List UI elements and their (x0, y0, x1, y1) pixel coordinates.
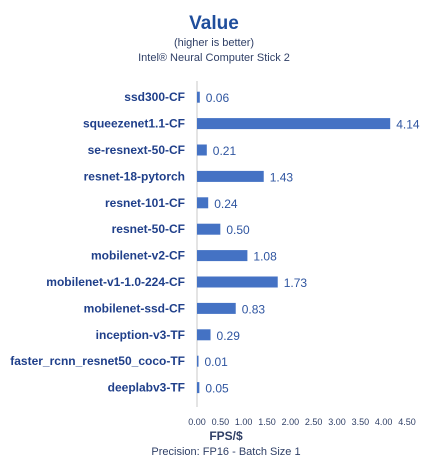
data-label: 0.50 (226, 223, 250, 237)
bar (197, 118, 391, 130)
bar (197, 276, 278, 288)
bar (197, 302, 236, 314)
category-label: mobilenet-v1-1.0-224-CF (46, 275, 185, 289)
chart-subtitle: (higher is better) (174, 37, 254, 49)
data-label: 0.24 (214, 197, 238, 211)
data-label: 1.08 (253, 250, 277, 264)
x-tick-label: 4.00 (375, 417, 393, 427)
x-tick-label: 0.00 (188, 417, 206, 427)
data-label: 0.01 (205, 355, 229, 369)
x-tick-label: 2.00 (282, 417, 300, 427)
chart-title: Value (189, 13, 239, 34)
category-label: mobilenet-v2-CF (91, 249, 185, 263)
plot-area: ssd300-CF 0.06 squeezenet1.1-CF 4.14 se-resn… (10, 81, 420, 427)
data-label: 0.29 (217, 329, 241, 343)
data-label: 1.73 (284, 276, 308, 290)
bar (197, 170, 264, 182)
x-axis-label: FPS/$ (209, 429, 243, 443)
x-tick-label: 2.50 (305, 417, 323, 427)
bar (197, 144, 207, 156)
bar (197, 223, 221, 235)
data-label: 0.83 (242, 302, 266, 316)
category-label: deeplabv3-TF (108, 381, 185, 395)
category-label: mobilenet-ssd-CF (84, 301, 185, 315)
category-label: squeezenet1.1-CF (83, 117, 185, 131)
bar (197, 382, 200, 394)
x-tick-label: 4.50 (398, 417, 416, 427)
category-label: se-resnext-50-CF (88, 143, 185, 157)
data-label: 0.06 (206, 91, 230, 105)
category-label: resnet-50-CF (112, 222, 185, 236)
category-label: resnet-101-CF (105, 196, 185, 210)
x-tick-label: 3.50 (352, 417, 370, 427)
x-tick-label: 0.50 (212, 417, 230, 427)
category-label: resnet-18-pytorch (84, 169, 185, 183)
x-tick-label: 3.00 (328, 417, 346, 427)
category-label: inception-v3-TF (96, 328, 185, 342)
data-label: 1.43 (270, 170, 294, 184)
bar (197, 250, 248, 262)
x-tick-label: 1.00 (235, 417, 253, 427)
chart-device-subtitle: Intel® Neural Computer Stick 2 (138, 52, 290, 64)
chart-footnote: Precision: FP16 - Batch Size 1 (151, 446, 300, 458)
bar (197, 91, 200, 103)
data-label: 0.21 (213, 144, 237, 158)
bar (197, 197, 209, 209)
category-label: faster_rcnn_resnet50_coco-TF (10, 354, 185, 368)
bar (197, 329, 211, 341)
bar (197, 355, 199, 367)
category-label: ssd300-CF (124, 90, 185, 104)
data-label: 0.05 (205, 382, 229, 396)
x-tick-label: 1.50 (258, 417, 276, 427)
data-label: 4.14 (396, 118, 420, 132)
